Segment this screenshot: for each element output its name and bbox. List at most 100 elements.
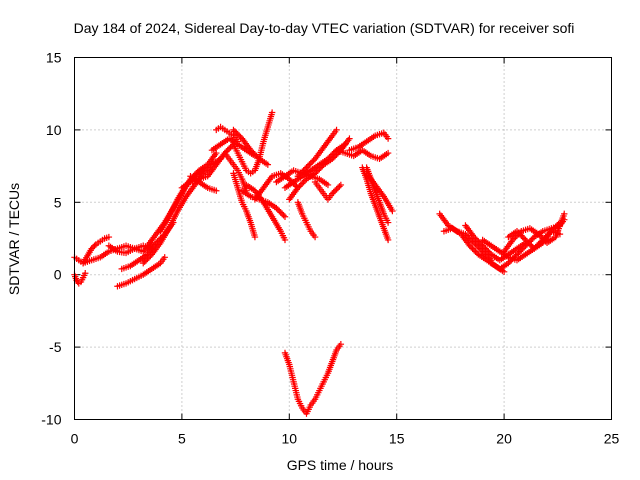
data-point	[247, 146, 254, 154]
x-tick-label: 25	[604, 431, 620, 447]
data-point	[296, 183, 303, 190]
data-point	[225, 145, 233, 152]
data-point	[298, 168, 306, 176]
data-point	[469, 245, 476, 252]
data-point	[475, 238, 482, 245]
data-point	[276, 207, 283, 215]
data-point	[508, 257, 515, 264]
data-point	[384, 219, 392, 226]
data-point	[278, 210, 286, 218]
x-tick-label: 5	[178, 431, 186, 447]
data-point	[516, 230, 524, 238]
data-point	[479, 248, 486, 255]
data-point	[329, 155, 336, 163]
y-tick-label: 15	[46, 50, 62, 66]
data-point	[306, 161, 313, 168]
data-point	[467, 243, 475, 251]
series-track-32	[281, 341, 345, 417]
series-track-24	[294, 199, 319, 241]
data-point	[506, 258, 514, 265]
y-tick-label: -5	[49, 339, 62, 355]
data-point	[235, 132, 243, 139]
series-track-01	[71, 270, 89, 287]
data-point	[280, 212, 287, 219]
x-tick-label: 10	[282, 431, 298, 447]
data-point	[297, 181, 304, 189]
data-point	[384, 135, 392, 142]
data-point	[466, 235, 473, 242]
series-track-26	[294, 126, 340, 180]
data-point	[485, 248, 492, 255]
data-point	[384, 149, 392, 157]
data-point	[231, 128, 239, 135]
data-point	[505, 259, 512, 267]
data-point	[520, 243, 528, 251]
chart-title: Day 184 of 2024, Sidereal Day-to-day VTE…	[74, 20, 575, 36]
data-point	[480, 243, 488, 251]
data-point	[473, 242, 481, 249]
series-track-13	[213, 123, 241, 145]
data-point	[470, 239, 478, 247]
data-points	[71, 109, 568, 417]
data-point	[472, 248, 479, 255]
data-point	[250, 149, 257, 157]
data-point	[233, 129, 240, 136]
data-point	[528, 236, 535, 244]
data-point	[161, 254, 168, 261]
data-point	[213, 187, 220, 194]
data-point	[91, 242, 98, 249]
data-point	[477, 246, 485, 254]
data-point	[515, 229, 522, 236]
tick-labels: 0 5 10 15 20 25 -10 -5 0 5 10 15	[41, 50, 619, 447]
data-point	[535, 230, 542, 238]
data-point	[140, 248, 147, 255]
x-tick-label: 15	[389, 431, 405, 447]
data-point	[224, 146, 231, 154]
series-track-17	[230, 109, 276, 177]
data-point	[469, 238, 476, 245]
data-point	[297, 170, 304, 177]
data-point	[294, 173, 302, 180]
data-point	[467, 236, 475, 244]
data-point	[509, 236, 516, 244]
data-point	[483, 246, 491, 254]
data-point	[519, 233, 526, 241]
data-point	[141, 246, 148, 254]
data-point	[331, 152, 339, 160]
y-axis-title: SDTVAR / TECUs	[6, 183, 22, 295]
data-point	[314, 167, 322, 174]
x-tick-label: 0	[71, 431, 79, 447]
data-point	[296, 171, 303, 178]
data-point	[333, 186, 340, 193]
data-point	[230, 126, 237, 134]
data-point	[561, 210, 568, 218]
series-track-04	[105, 242, 156, 257]
data-point	[141, 258, 148, 265]
data-point	[329, 190, 336, 197]
data-point	[475, 243, 482, 251]
series-track-36	[479, 219, 564, 264]
data-point	[466, 242, 473, 249]
data-point	[105, 233, 113, 241]
data-point	[281, 213, 289, 220]
series-track-30	[359, 164, 392, 244]
data-point	[336, 183, 343, 190]
data-point	[309, 158, 316, 165]
y-tick-label: 5	[54, 194, 62, 210]
data-point	[300, 167, 307, 174]
data-point	[473, 236, 481, 244]
data-point	[556, 230, 564, 238]
data-point	[145, 254, 153, 261]
series-track-39	[505, 228, 564, 252]
data-point	[518, 246, 525, 254]
data-point	[389, 207, 396, 215]
data-point	[324, 181, 332, 189]
y-tick-label: -10	[41, 412, 61, 428]
data-point	[515, 249, 522, 257]
data-point	[286, 175, 293, 183]
data-point	[82, 270, 89, 277]
data-point	[525, 239, 532, 247]
data-point	[482, 245, 489, 252]
data-point	[330, 154, 337, 161]
